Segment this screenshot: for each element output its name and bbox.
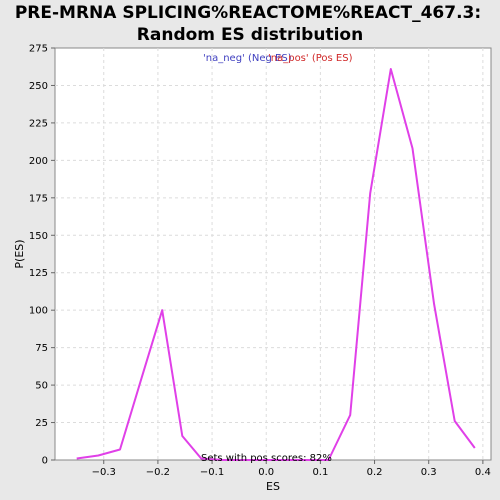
y-tick-label: 275 xyxy=(29,44,48,55)
y-tick-label: 175 xyxy=(29,193,48,204)
y-tick-label: 100 xyxy=(29,306,48,317)
x-tick-label: 0.0 xyxy=(258,467,274,478)
legend-entry-pos: 'na_pos' (Pos ES) xyxy=(268,53,353,64)
y-tick-label: 25 xyxy=(35,418,48,429)
chart-title-line-2: Random ES distribution xyxy=(137,25,363,45)
legend-entry-neg: 'na_neg' (Neg ES) xyxy=(203,53,292,64)
x-tick-label: −0.2 xyxy=(146,467,170,478)
y-tick-label: 50 xyxy=(35,381,48,392)
y-tick-label: 225 xyxy=(29,118,48,129)
x-tick-label: −0.1 xyxy=(200,467,224,478)
plot-area xyxy=(54,47,492,461)
x-axis-label: ES xyxy=(266,480,280,493)
y-tick-label: 0 xyxy=(42,456,48,467)
x-tick-label: 0.3 xyxy=(421,467,437,478)
y-tick-label: 250 xyxy=(29,81,48,92)
y-tick-label: 150 xyxy=(29,231,48,242)
y-tick-label: 125 xyxy=(29,268,48,279)
series-layer xyxy=(76,68,476,461)
y-tick-label: 200 xyxy=(29,156,48,167)
y-tick-label: 75 xyxy=(35,343,48,354)
grid-lines xyxy=(55,48,491,460)
x-tick-label: 0.1 xyxy=(312,467,328,478)
x-axis-ticks: −0.3 −0.2 −0.1 0.0 0.1 0.2 0.3 0.4 xyxy=(92,460,491,478)
x-tick-label: 0.4 xyxy=(475,467,491,478)
pos-scores-annotation: Sets with pos scores: 82% xyxy=(201,453,332,464)
y-axis-label: P(ES) xyxy=(13,239,26,268)
x-tick-label: 0.2 xyxy=(367,467,383,478)
x-tick-label: −0.3 xyxy=(92,467,116,478)
es-distribution-line xyxy=(76,68,476,461)
y-axis-ticks: 0 25 50 75 100 125 150 175 200 225 250 275 xyxy=(29,44,55,467)
chart-title-line-1: PRE-MRNA SPLICING%REACTOME%REACT_467.3: xyxy=(15,3,481,23)
